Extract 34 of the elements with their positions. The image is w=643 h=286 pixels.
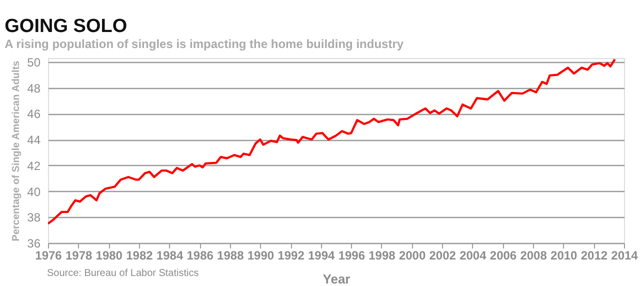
x-tick-label: 1976	[35, 248, 62, 262]
x-tick-label: 1998	[368, 248, 396, 262]
y-tick-label: 40	[27, 184, 41, 199]
y-tick-label: 48	[27, 81, 41, 96]
x-tick-label: 1992	[278, 248, 305, 262]
chart-title: GOING SOLO	[4, 16, 128, 37]
x-tick-label: 1994	[308, 248, 336, 262]
x-tick-label: 2010	[550, 248, 578, 262]
y-tick-label: 38	[27, 210, 41, 225]
y-tick-label: 46	[27, 107, 41, 122]
y-tick-label: 36	[27, 236, 41, 250]
x-tick-label: 2006	[490, 248, 517, 262]
x-tick-label: 1984	[156, 248, 184, 262]
x-tick-label: 1978	[65, 248, 92, 262]
y-tick-label: 42	[27, 158, 41, 173]
chart-subtitle: A rising population of singles is impacting the home building industry	[4, 36, 404, 51]
x-tick-label: 1986	[186, 248, 214, 262]
y-tick-label: 50	[27, 55, 41, 70]
x-tick-label: 2002	[429, 248, 456, 262]
x-tick-label: 2000	[398, 248, 426, 262]
x-axis-title: Year	[322, 272, 350, 286]
x-tick-label: 2008	[520, 248, 548, 262]
y-tick-label: 44	[27, 133, 41, 148]
y-axis-title: Percentage of Single American Adults	[11, 60, 22, 242]
x-tick-label: 1996	[338, 248, 366, 262]
x-tick-label: 2012	[580, 248, 608, 262]
x-tick-label: 1980	[96, 248, 123, 262]
x-tick-label: 1982	[126, 248, 154, 262]
x-tick-label: 2004	[460, 248, 487, 262]
x-tick-label: 2014	[611, 248, 638, 262]
x-tick-label: 1988	[217, 248, 244, 262]
x-tick-label: 1990	[247, 248, 274, 262]
source-note: Source: Bureau of Labor Statistics	[47, 268, 199, 279]
line-series	[48, 58, 616, 225]
